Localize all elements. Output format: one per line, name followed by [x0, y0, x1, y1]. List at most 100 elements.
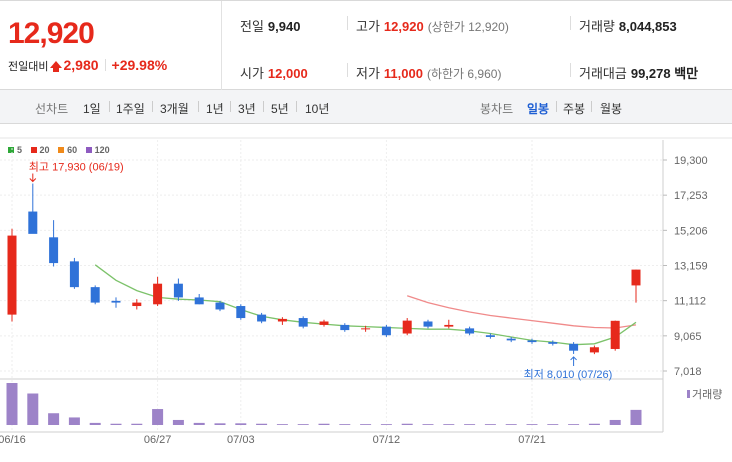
divider [570, 16, 571, 30]
candle-body [527, 340, 537, 343]
high-value: 12,920 [383, 19, 424, 34]
volume-bar [89, 422, 101, 425]
low-value: 11,000 [383, 66, 423, 81]
volume-bar [27, 393, 39, 425]
period-1y[interactable]: 1년 [206, 102, 224, 116]
volume-bar [214, 423, 226, 425]
legend-swatch [58, 147, 65, 153]
amount-value: 99,278 백만 [630, 66, 699, 81]
volume-label: 거래량 [579, 19, 615, 34]
low-annotation: 최저 8,010 (07/26) [524, 368, 613, 381]
chart-period-nav: 선차트 1일 1주일 3개월 1년 3년 5년 10년 봉차트 일봉 주봉 월봉 [0, 90, 732, 124]
legend-swatch [85, 147, 92, 153]
volume-bar [609, 419, 621, 425]
volume-bar [152, 409, 164, 425]
y-tick-label: 13,159 [674, 261, 708, 273]
high-price: 고가 12,920 (상한가 12,920) [356, 16, 509, 35]
period-1d[interactable]: 1일 [83, 102, 101, 116]
volume-bar [6, 383, 18, 425]
divider [347, 63, 348, 77]
y-tick-label: 7,018 [674, 366, 702, 378]
volume-label: 거래량 [692, 388, 722, 401]
volume-bar [235, 423, 247, 425]
candle-body [69, 261, 79, 288]
candle-body [506, 338, 516, 341]
lower-limit: (하한가 6,960) [426, 67, 502, 81]
x-tick-label: 06/16 [0, 434, 26, 446]
low-price: 저가 11,000 (하한가 6,960) [356, 63, 501, 82]
candle-weekly[interactable]: 주봉 [563, 102, 586, 116]
volume-bar [443, 424, 455, 425]
divider [296, 101, 297, 112]
candle-body [361, 328, 371, 330]
candle-body [589, 347, 599, 353]
y-tick-label: 17,253 [674, 190, 708, 202]
volume-bar [588, 423, 600, 425]
x-tick-label: 07/03 [227, 434, 255, 446]
candle-body [90, 287, 100, 303]
current-price: 12,920 [8, 17, 95, 50]
divider [230, 101, 231, 112]
candle-monthly[interactable]: 월봉 [600, 102, 623, 116]
divider [104, 59, 106, 71]
open-price: 시가 12,000 [240, 63, 308, 82]
period-1w[interactable]: 1주일 [116, 102, 145, 116]
period-3y[interactable]: 3년 [238, 102, 256, 116]
candle-body [548, 342, 558, 344]
candle-body [444, 324, 454, 327]
volume-bar [131, 423, 143, 425]
legend-swatch [8, 147, 14, 153]
volume-bar [547, 424, 559, 425]
candle-body [381, 326, 391, 336]
period-10y[interactable]: 10년 [305, 102, 330, 116]
price-change: 전일대비 2,980 +29.98% [8, 57, 167, 74]
low-label: 저가 [356, 66, 380, 81]
prev-close-label: 전일 [240, 19, 264, 34]
candle-body [340, 324, 350, 331]
volume-bar [339, 424, 351, 425]
chart-legend: 5 20 60 120 [8, 145, 116, 155]
candle-body [194, 297, 204, 305]
y-tick-label: 19,300 [674, 155, 708, 167]
change-value: 2,980 [63, 57, 99, 73]
change-percent: +29.98% [111, 57, 168, 73]
y-tick-label: 15,206 [674, 225, 708, 237]
legend-ma20: 20 [30, 145, 50, 155]
candle-body [236, 306, 246, 319]
candle-body [485, 335, 495, 337]
candle-daily[interactable]: 일봉 [527, 102, 550, 116]
legend-ma60: 60 [58, 145, 77, 155]
volume-bar [464, 424, 476, 425]
candle-body [631, 269, 641, 286]
line-chart-label: 선차트 [35, 102, 69, 116]
divider [556, 101, 557, 112]
candle-body [132, 302, 142, 307]
legend-swatch [30, 147, 37, 153]
divider [591, 101, 592, 112]
high-label: 고가 [356, 19, 380, 34]
high-annotation: 최고 17,930 (06/19) [29, 161, 124, 174]
price-box: 12,920 전일대비 2,980 +29.98% [0, 1, 222, 90]
divider [198, 101, 199, 112]
period-5y[interactable]: 5년 [271, 102, 289, 116]
candle-body [319, 321, 329, 325]
legend-label: 120 [94, 145, 110, 155]
period-3m[interactable]: 3개월 [160, 102, 189, 116]
volume-bar [256, 423, 268, 425]
volume-bar [422, 424, 434, 425]
volume-bar [380, 424, 392, 425]
volume-bar [505, 424, 517, 425]
legend-ma120: 120 [85, 145, 110, 155]
volume-bar [297, 424, 309, 425]
divider [263, 101, 264, 112]
volume-bar [401, 423, 413, 425]
volume-bar [68, 417, 80, 425]
volume-bar [360, 424, 372, 425]
volume-bar [110, 423, 122, 425]
volume-bar [172, 419, 184, 425]
x-tick-label: 07/21 [518, 434, 546, 446]
y-tick-label: 9,065 [674, 331, 702, 343]
volume-bar [276, 424, 288, 425]
candle-body [111, 300, 121, 303]
